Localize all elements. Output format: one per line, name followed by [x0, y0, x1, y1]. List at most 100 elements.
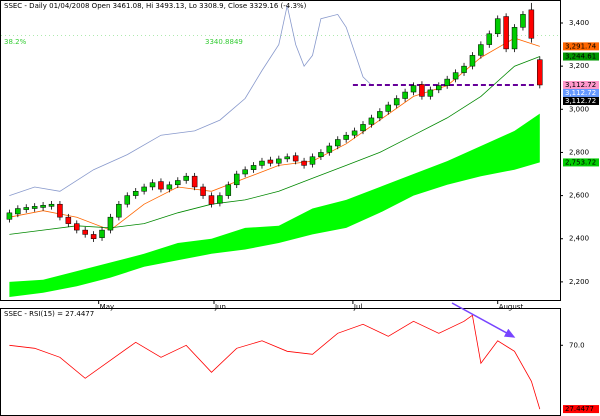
- candle-body: [410, 85, 417, 93]
- candle-body: [65, 216, 72, 224]
- fib-label: 38.2%: [4, 38, 27, 46]
- value-tag: [563, 158, 599, 167]
- candle-body: [191, 175, 198, 188]
- y-tick-label: 3,200: [569, 62, 589, 70]
- candle-body: [124, 195, 131, 205]
- candle-body: [31, 206, 38, 209]
- y-tick-label: 2,800: [569, 148, 589, 156]
- candle-body: [141, 186, 147, 192]
- candle-body: [537, 59, 543, 86]
- x-tick-label: Jun: [214, 303, 226, 311]
- value-tag-label: 3,291.74: [565, 42, 597, 50]
- value-tag-label: 3,244.61: [565, 53, 596, 61]
- candle-body: [385, 104, 392, 112]
- value-tag-label: 3,112.72: [565, 89, 596, 97]
- candle-body: [368, 117, 375, 125]
- candle-body: [326, 145, 333, 153]
- candle-body: [436, 85, 442, 91]
- candle-body: [175, 180, 181, 186]
- candle-body: [259, 160, 265, 166]
- candle-body: [343, 134, 349, 140]
- rsi-panel: [0, 308, 561, 416]
- candle-body: [334, 139, 341, 147]
- cloud: [9, 113, 540, 297]
- candle-body: [208, 195, 215, 205]
- candle-body: [301, 160, 307, 166]
- candle-body: [377, 111, 383, 119]
- x-tick-label: Jul: [353, 303, 363, 311]
- x-tick-label: May: [100, 303, 114, 311]
- candle-body: [292, 155, 299, 162]
- candle-body: [528, 9, 535, 39]
- candle-body: [217, 195, 223, 204]
- candle-body: [452, 72, 459, 80]
- candle-body: [494, 18, 501, 35]
- candle-body: [486, 33, 493, 45]
- candle-body: [250, 165, 257, 170]
- candle-body: [478, 44, 484, 56]
- candle-body: [402, 91, 408, 99]
- value-tag: [563, 88, 599, 97]
- fib-value: 3340.8849: [205, 38, 243, 46]
- candle-body: [309, 156, 316, 165]
- candle-body: [419, 84, 425, 97]
- candle-body: [503, 16, 509, 50]
- candle-body: [48, 203, 55, 207]
- candle-body: [23, 207, 30, 210]
- value-tag: [563, 42, 599, 51]
- candle-body: [15, 208, 21, 215]
- annotation-arrow: [451, 302, 516, 338]
- y-tick-label: 2,400: [569, 235, 589, 243]
- candle-body: [351, 130, 358, 136]
- candle-body: [511, 27, 518, 50]
- candle-body: [276, 158, 282, 164]
- candle-body: [520, 14, 526, 28]
- candle-body: [90, 234, 97, 239]
- value-tag-label: 3,112.72: [565, 97, 596, 105]
- candle-body: [149, 182, 156, 188]
- x-tick-label: August: [499, 303, 524, 311]
- line-series: [9, 5, 372, 196]
- value-tag-label: 2,753.72: [565, 158, 596, 166]
- y-tick-label: 70.0: [569, 341, 585, 349]
- candle-body: [57, 203, 63, 218]
- value-tag: [563, 80, 599, 89]
- value-tag: [563, 405, 599, 414]
- main-panel: [0, 0, 561, 301]
- value-tag: [563, 96, 599, 105]
- chart-title: SSEC - Daily 01/04/2008 Open 3461.08, Hi…: [4, 2, 307, 10]
- candle-body: [318, 152, 324, 158]
- value-tag: [563, 52, 599, 61]
- y-tick-label: 3,000: [569, 105, 589, 113]
- candle-body: [107, 216, 114, 231]
- value-tag-label: 3,112.72: [565, 81, 596, 89]
- candle-body: [158, 181, 164, 190]
- candle-body: [242, 169, 248, 175]
- candle-body: [233, 173, 240, 186]
- candle-body: [427, 89, 434, 97]
- candle-body: [200, 186, 206, 196]
- candle-body: [360, 124, 366, 132]
- candle-body: [225, 184, 232, 196]
- candle-body: [183, 175, 189, 181]
- candle-body: [116, 203, 122, 218]
- y-tick-label: 2,200: [569, 278, 589, 286]
- candle-body: [6, 212, 13, 220]
- y-tick-label: 2,600: [569, 192, 589, 200]
- candle-body: [393, 98, 400, 106]
- candle-body: [74, 223, 80, 231]
- candle-body: [461, 65, 467, 73]
- candle-body: [166, 184, 173, 190]
- value-tag-label: 27.4477: [565, 405, 594, 413]
- line-series: [9, 56, 540, 235]
- candle-body: [82, 229, 88, 235]
- candle-body: [444, 78, 450, 86]
- candle-body: [99, 229, 105, 238]
- candle-body: [267, 159, 274, 164]
- candle-body: [132, 191, 139, 196]
- candle-body: [469, 55, 476, 67]
- candle-body: [284, 156, 290, 160]
- y-tick-label: 3,400: [569, 19, 589, 27]
